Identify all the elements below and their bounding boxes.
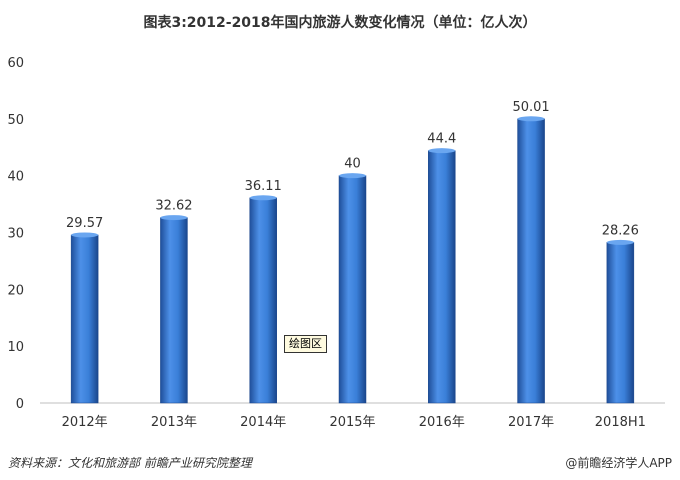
bar-cap <box>71 232 99 238</box>
x-tick-label: 2013年 <box>151 415 197 430</box>
x-tick-label: 2012年 <box>62 415 108 430</box>
axes: 0 10 20 30 40 50 60 <box>7 56 665 412</box>
labels: 29.57 2012年 32.62 2013年 36.11 2014年 40 2015年 44.… <box>62 100 646 430</box>
bar <box>338 175 367 404</box>
y-tick-label: 60 <box>7 56 24 71</box>
x-tick-label: 2018H1 <box>595 415 646 430</box>
y-tick-label: 50 <box>7 113 24 128</box>
bars <box>70 116 635 404</box>
bar-cap <box>160 215 188 221</box>
y-tick-label: 30 <box>7 227 24 242</box>
plot-area-tooltip: 绘图区 <box>284 335 327 353</box>
data-label: 36.11 <box>245 179 282 194</box>
y-tick-label: 20 <box>7 283 24 298</box>
bar-cap <box>339 173 366 179</box>
bar <box>517 118 545 404</box>
bar <box>160 217 188 404</box>
chart-title: 图表3:2012-2018年国内旅游人数变化情况（单位：亿人次） <box>143 15 537 31</box>
bar-cap <box>517 116 545 122</box>
bar <box>606 242 635 404</box>
data-label: 50.01 <box>512 100 549 115</box>
y-tick-label: 40 <box>7 170 24 185</box>
bar <box>70 234 99 404</box>
data-label: 40 <box>344 157 361 172</box>
bar <box>428 150 456 404</box>
data-label: 32.62 <box>155 199 192 214</box>
bar-cap <box>428 148 456 154</box>
bar-cap <box>249 195 277 201</box>
brand-credit: @前瞻经济学人APP <box>565 456 672 470</box>
x-tick-label: 2017年 <box>508 415 554 430</box>
data-label: 28.26 <box>602 223 639 238</box>
data-label: 29.57 <box>66 216 103 231</box>
y-tick-label: 10 <box>7 340 24 355</box>
x-tick-label: 2016年 <box>419 415 465 430</box>
bar <box>249 197 277 404</box>
bar-cap <box>606 239 634 245</box>
data-label: 44.4 <box>427 132 456 147</box>
source-note: 资料来源：文化和旅游部 前瞻产业研究院整理 <box>8 456 252 470</box>
x-tick-label: 2014年 <box>240 415 286 430</box>
x-tick-label: 2015年 <box>329 415 375 430</box>
y-tick-label: 0 <box>16 397 24 412</box>
